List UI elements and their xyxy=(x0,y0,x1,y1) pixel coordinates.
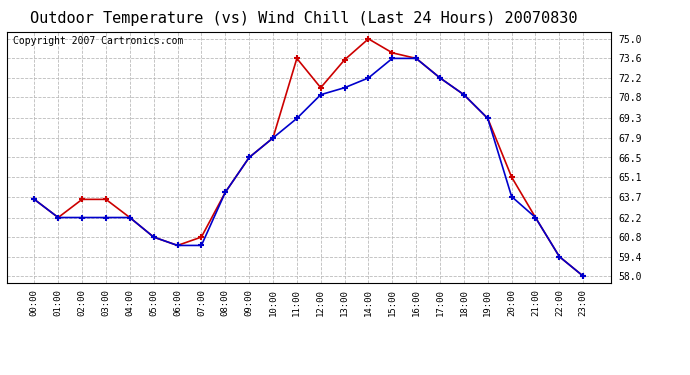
Text: Copyright 2007 Cartronics.com: Copyright 2007 Cartronics.com xyxy=(13,36,184,46)
Text: Outdoor Temperature (vs) Wind Chill (Last 24 Hours) 20070830: Outdoor Temperature (vs) Wind Chill (Las… xyxy=(30,11,578,26)
